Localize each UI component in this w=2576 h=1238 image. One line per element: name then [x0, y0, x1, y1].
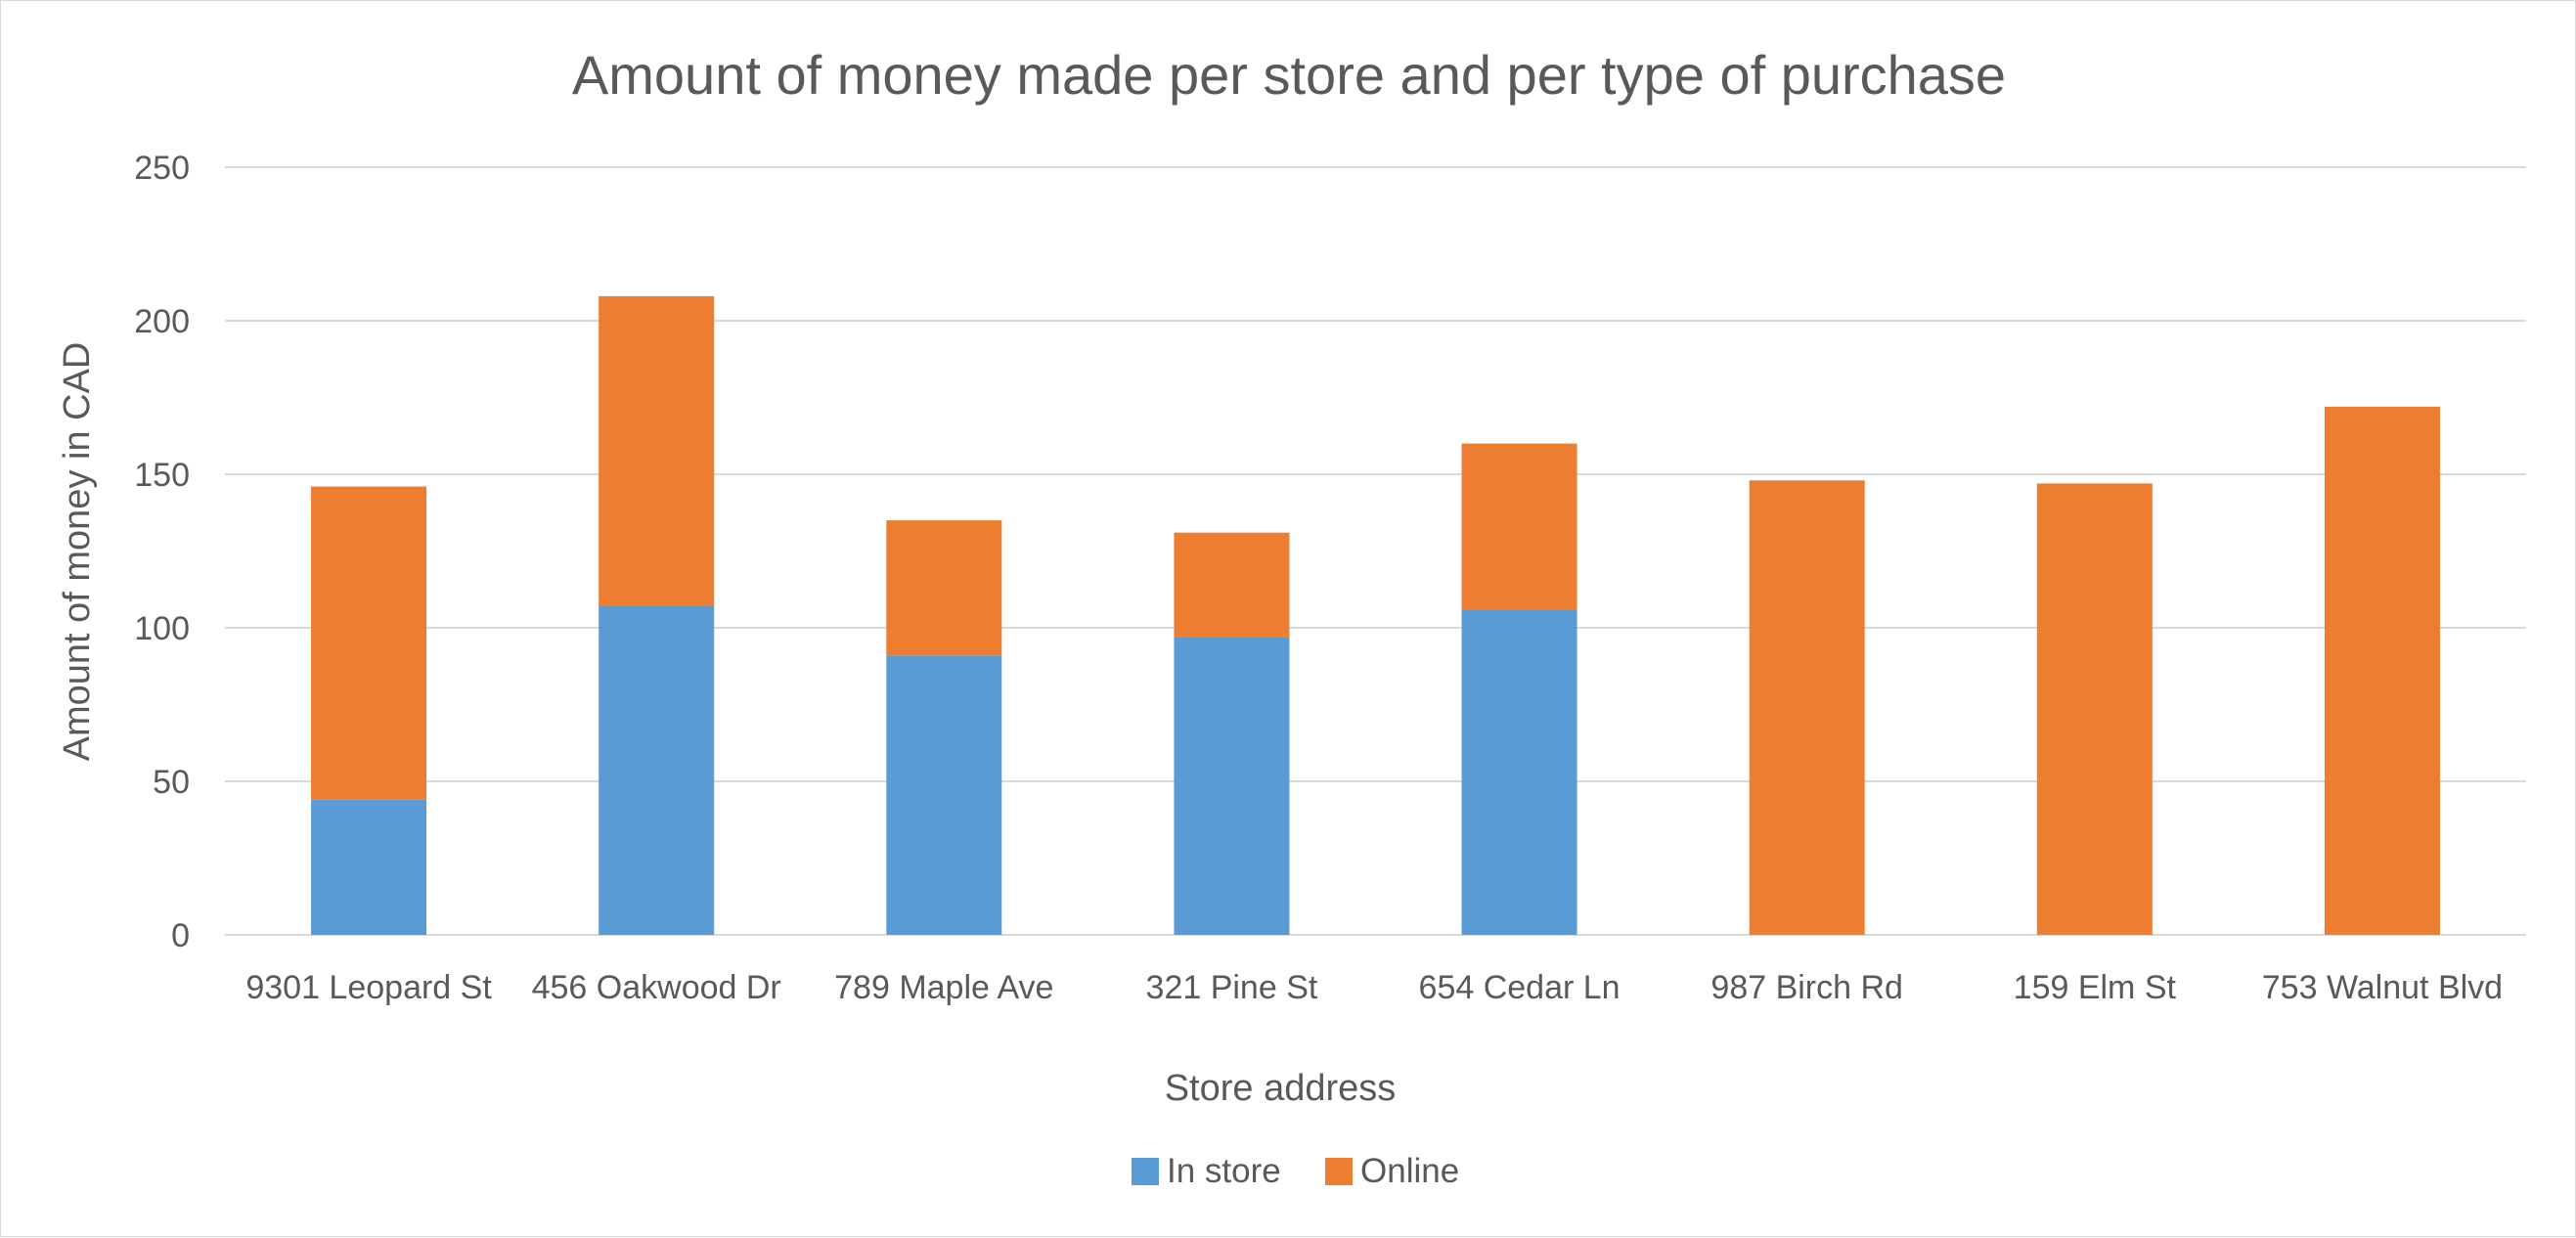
y-tick-label: 250 — [134, 150, 190, 187]
y-tick-label: 50 — [153, 764, 190, 801]
legend-label-in-store: In store — [1167, 1152, 1281, 1190]
x-tick-label: 789 Maple Ave — [834, 969, 1053, 1006]
bar-online — [2324, 406, 2440, 935]
y-tick-label: 100 — [134, 610, 190, 647]
legend: In store Online — [1132, 1152, 1459, 1190]
legend-swatch-in-store — [1132, 1158, 1159, 1185]
x-tick-label: 987 Birch Rd — [1710, 969, 1903, 1006]
bar-in-store — [311, 799, 427, 935]
bar-online — [1174, 532, 1290, 638]
bar-online — [886, 520, 1002, 656]
bar-online — [311, 486, 427, 800]
x-tick-label: 456 Oakwood Dr — [532, 969, 781, 1006]
bar-in-store — [599, 606, 715, 935]
y-tick-label: 200 — [134, 303, 190, 340]
bar-online — [2036, 483, 2153, 935]
x-tick-label: 9301 Leopard St — [245, 969, 492, 1006]
x-tick-label: 321 Pine St — [1146, 969, 1318, 1006]
bar-in-store — [1461, 609, 1577, 935]
x-tick-label: 159 Elm St — [2014, 969, 2177, 1006]
x-axis-tick-labels: 9301 Leopard St 456 Oakwood Dr 789 Maple A… — [245, 969, 2503, 1006]
x-tick-label: 753 Walnut Blvd — [2262, 969, 2503, 1006]
bar-online — [599, 295, 715, 607]
gridlines — [225, 166, 2526, 936]
legend-label-online: Online — [1360, 1152, 1459, 1190]
bars — [311, 295, 2440, 935]
bar-online — [1749, 480, 1865, 935]
y-tick-label: 0 — [171, 917, 190, 954]
legend-swatch-online — [1325, 1158, 1353, 1185]
bar-online — [1461, 443, 1577, 610]
bar-in-store — [1174, 637, 1290, 935]
x-tick-label: 654 Cedar Ln — [1419, 969, 1621, 1006]
chart-title: Amount of money made per store and per t… — [572, 44, 2006, 106]
y-axis-tick-labels: 0 50 100 150 200 250 — [134, 150, 190, 954]
x-axis-title: Store address — [1165, 1068, 1397, 1109]
y-axis-title: Amount of money in CAD — [57, 342, 98, 762]
y-tick-label: 150 — [134, 457, 190, 494]
bar-in-store — [886, 655, 1002, 935]
